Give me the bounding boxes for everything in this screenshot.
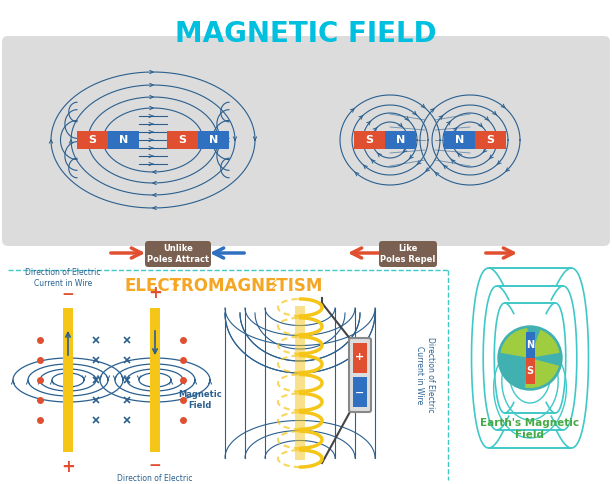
- Wedge shape: [501, 328, 530, 358]
- FancyBboxPatch shape: [108, 131, 139, 149]
- Text: Magnetic
Field: Magnetic Field: [178, 390, 222, 410]
- Text: +: +: [61, 458, 75, 476]
- FancyBboxPatch shape: [385, 131, 416, 149]
- Text: +: +: [356, 352, 365, 363]
- FancyBboxPatch shape: [526, 358, 534, 384]
- Text: Direction of Electric
Current in Wire: Direction of Electric Current in Wire: [415, 337, 435, 413]
- Text: −: −: [62, 287, 75, 302]
- Text: S: S: [526, 366, 534, 376]
- Text: N: N: [119, 135, 128, 145]
- Text: S: S: [179, 135, 187, 145]
- FancyBboxPatch shape: [295, 306, 305, 460]
- FancyBboxPatch shape: [145, 241, 211, 267]
- FancyBboxPatch shape: [2, 36, 610, 246]
- Text: S: S: [89, 135, 97, 145]
- Text: S: S: [487, 135, 494, 145]
- Wedge shape: [525, 358, 559, 388]
- Text: −: −: [356, 388, 365, 397]
- Text: ⚡: ⚡: [169, 277, 181, 295]
- FancyBboxPatch shape: [63, 308, 73, 452]
- Text: +: +: [148, 284, 162, 302]
- Text: N: N: [526, 340, 534, 350]
- FancyBboxPatch shape: [77, 131, 108, 149]
- Text: N: N: [396, 135, 405, 145]
- FancyBboxPatch shape: [167, 131, 198, 149]
- Text: MAGNETIC FIELD: MAGNETIC FIELD: [175, 20, 437, 48]
- FancyBboxPatch shape: [379, 241, 437, 267]
- Circle shape: [498, 326, 562, 390]
- Text: N: N: [455, 135, 464, 145]
- Text: ELECTROMAGNETISM: ELECTROMAGNETISM: [125, 277, 323, 295]
- FancyBboxPatch shape: [354, 131, 385, 149]
- FancyBboxPatch shape: [526, 332, 534, 358]
- FancyBboxPatch shape: [353, 377, 367, 407]
- FancyBboxPatch shape: [150, 308, 160, 452]
- Text: Direction of Electric
Current in Wire: Direction of Electric Current in Wire: [25, 268, 101, 288]
- Text: −: −: [149, 458, 162, 473]
- Text: Direction of Electric
Current in Wire: Direction of Electric Current in Wire: [118, 474, 193, 484]
- Text: ⚡: ⚡: [267, 277, 279, 295]
- FancyBboxPatch shape: [444, 131, 475, 149]
- Text: Unlike
Poles Attract: Unlike Poles Attract: [147, 244, 209, 264]
- Text: S: S: [365, 135, 373, 145]
- Text: Earth's Magnetic
Field: Earth's Magnetic Field: [480, 418, 580, 440]
- Text: Like
Poles Repel: Like Poles Repel: [380, 244, 436, 264]
- Text: N: N: [209, 135, 218, 145]
- Wedge shape: [530, 330, 559, 358]
- FancyBboxPatch shape: [353, 343, 367, 373]
- FancyBboxPatch shape: [475, 131, 506, 149]
- FancyBboxPatch shape: [349, 338, 371, 412]
- FancyBboxPatch shape: [198, 131, 229, 149]
